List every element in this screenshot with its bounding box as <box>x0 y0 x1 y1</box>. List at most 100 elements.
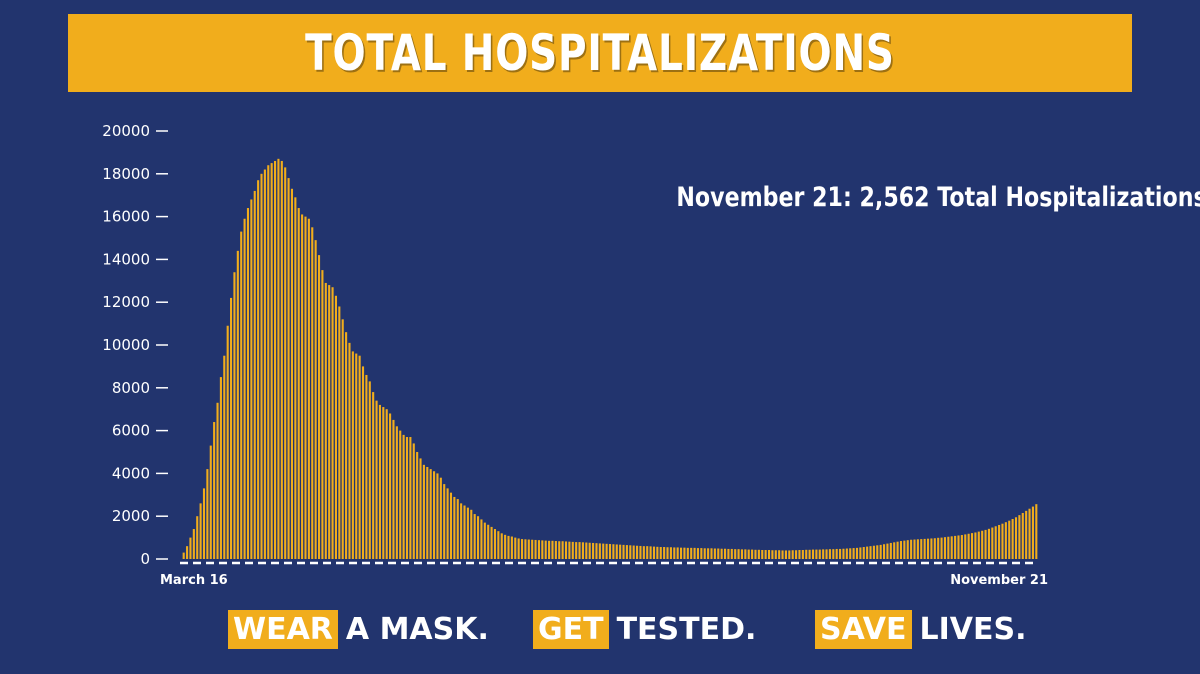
bar <box>612 544 615 559</box>
y-tick-label: 10000 <box>102 336 150 354</box>
bar <box>872 545 875 559</box>
bar <box>267 165 270 560</box>
bar <box>226 325 229 559</box>
bar <box>686 547 689 559</box>
bar <box>466 507 469 559</box>
bar <box>920 539 923 559</box>
bar <box>883 544 886 559</box>
annotation-text: November 21: 2,562 Total Hospitalization… <box>676 182 1200 213</box>
bar <box>828 549 831 559</box>
bar <box>842 548 845 559</box>
bar <box>987 528 990 559</box>
y-tick-label: 2000 <box>112 507 150 525</box>
bar <box>886 543 889 559</box>
bar <box>761 550 764 559</box>
bar <box>561 541 564 559</box>
bar <box>974 532 977 559</box>
bar <box>219 377 222 559</box>
bar <box>558 541 561 559</box>
bar <box>1028 508 1031 559</box>
bar <box>933 538 936 559</box>
bar <box>477 516 480 559</box>
bar <box>646 546 649 559</box>
slogan-get-tested: GET TESTED. <box>533 605 756 653</box>
bar <box>1018 515 1021 559</box>
bar <box>680 547 683 559</box>
bar <box>372 392 375 559</box>
bar <box>720 548 723 559</box>
bar <box>744 549 747 559</box>
bar <box>240 231 243 559</box>
slogan-text: LIVES. <box>919 611 1027 647</box>
bar <box>304 216 307 559</box>
bar <box>998 524 1001 559</box>
bar <box>551 540 554 559</box>
bar <box>487 524 490 559</box>
title-banner: TOTAL HOSPITALIZATIONS <box>68 14 1132 92</box>
bar <box>703 548 706 559</box>
bar <box>564 541 568 559</box>
bar <box>859 547 862 559</box>
bar <box>426 466 429 559</box>
bar <box>290 188 294 559</box>
bar <box>639 545 642 559</box>
bar <box>341 319 344 559</box>
bar <box>182 552 185 559</box>
bar <box>277 158 280 559</box>
x-tick-label-end: November 21 <box>950 573 1048 588</box>
bar <box>463 505 466 559</box>
bar <box>893 542 896 559</box>
bar <box>294 197 297 559</box>
bar <box>517 538 520 559</box>
y-tick-label: 14000 <box>102 250 150 268</box>
bar <box>548 540 551 559</box>
bar <box>524 539 527 559</box>
bar <box>676 547 679 559</box>
bar <box>602 543 605 559</box>
bar <box>656 546 659 559</box>
bar <box>950 536 953 559</box>
y-tick-label: 12000 <box>102 293 150 311</box>
bar <box>453 496 456 559</box>
bar <box>991 527 994 559</box>
bar <box>385 409 388 559</box>
bar <box>605 543 608 559</box>
y-tick-label: 4000 <box>112 464 150 482</box>
bar <box>527 539 530 559</box>
bar <box>585 542 588 559</box>
bar <box>588 542 591 559</box>
slogan-highlight: GET <box>533 609 609 649</box>
bar <box>537 540 540 559</box>
bar <box>1001 523 1004 559</box>
bar <box>896 541 899 559</box>
y-tick-label: 20000 <box>102 122 150 140</box>
bar <box>632 545 635 559</box>
bar <box>757 549 760 559</box>
bar <box>392 419 395 559</box>
bar <box>642 546 645 559</box>
y-tick-label: 16000 <box>102 208 150 226</box>
bar <box>199 503 202 559</box>
bar <box>771 550 774 559</box>
slogan-row: WEAR A MASK. GET TESTED. SAVE LIVES. <box>0 605 1200 655</box>
bar <box>669 547 672 559</box>
bar <box>192 529 195 559</box>
bar <box>456 499 459 559</box>
bar <box>899 541 903 559</box>
bar <box>636 545 639 559</box>
bar <box>1021 512 1024 559</box>
bar <box>1011 518 1014 559</box>
bar <box>795 550 798 559</box>
bar <box>405 437 409 559</box>
bar <box>964 534 967 559</box>
bar <box>209 445 212 559</box>
bar <box>879 544 882 559</box>
slogan-wear-a-mask: WEAR A MASK. <box>228 605 489 653</box>
bar <box>608 544 612 559</box>
bar <box>202 488 206 559</box>
bar <box>707 548 710 559</box>
bar <box>223 355 226 559</box>
bar <box>713 548 716 559</box>
bar <box>345 332 348 559</box>
bar <box>1008 520 1011 559</box>
